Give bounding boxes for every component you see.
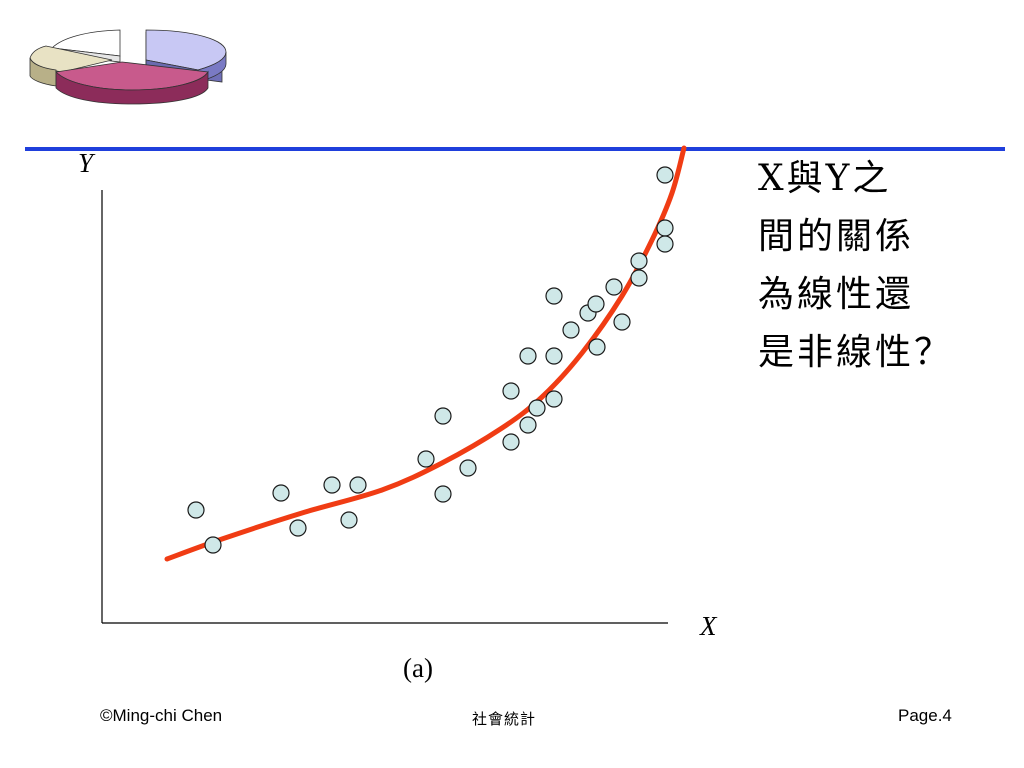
data-point bbox=[656, 235, 674, 253]
data-point bbox=[417, 450, 435, 468]
fit-curve bbox=[164, 145, 687, 562]
data-point bbox=[349, 476, 367, 494]
question-line-1: X與Y之 bbox=[758, 158, 892, 199]
data-point bbox=[528, 399, 546, 417]
data-point bbox=[605, 278, 623, 296]
data-point bbox=[434, 407, 452, 425]
question-line-4: 是非線性？ bbox=[758, 332, 954, 373]
data-point bbox=[587, 295, 605, 313]
question-line-2: 間的關係 bbox=[758, 216, 915, 257]
chart-caption: (a) bbox=[403, 653, 433, 683]
data-point bbox=[656, 219, 674, 237]
data-point bbox=[519, 416, 537, 434]
footer-course: 社會統計 bbox=[472, 710, 537, 728]
data-point bbox=[545, 347, 563, 365]
data-point bbox=[187, 501, 205, 519]
data-point bbox=[630, 269, 648, 287]
data-point bbox=[545, 287, 563, 305]
y-axis-label: Y bbox=[78, 148, 96, 178]
question-line-3: 為線性還 bbox=[758, 274, 915, 315]
title-rule bbox=[25, 147, 1005, 151]
data-point bbox=[656, 166, 674, 184]
x-axis-label: X bbox=[699, 611, 718, 641]
question-text: X與Y之 間的關係 為線性還 是非線性？ bbox=[758, 150, 1018, 382]
data-point bbox=[272, 484, 290, 502]
data-point bbox=[323, 476, 341, 494]
data-point bbox=[588, 338, 606, 356]
data-point bbox=[289, 519, 307, 537]
data-point bbox=[613, 313, 631, 331]
data-point bbox=[459, 459, 477, 477]
data-point bbox=[502, 382, 520, 400]
data-point bbox=[519, 347, 537, 365]
data-point bbox=[340, 511, 358, 529]
pie-chart-3d-icon bbox=[29, 29, 227, 105]
data-point bbox=[630, 252, 648, 270]
footer-page-number: Page.4 bbox=[898, 706, 952, 725]
data-point bbox=[545, 390, 563, 408]
footer-author: ©Ming-chi Chen bbox=[100, 706, 223, 725]
data-point bbox=[434, 485, 452, 503]
data-points bbox=[187, 166, 674, 554]
data-point bbox=[562, 321, 580, 339]
data-point bbox=[502, 433, 520, 451]
data-point bbox=[204, 536, 222, 554]
